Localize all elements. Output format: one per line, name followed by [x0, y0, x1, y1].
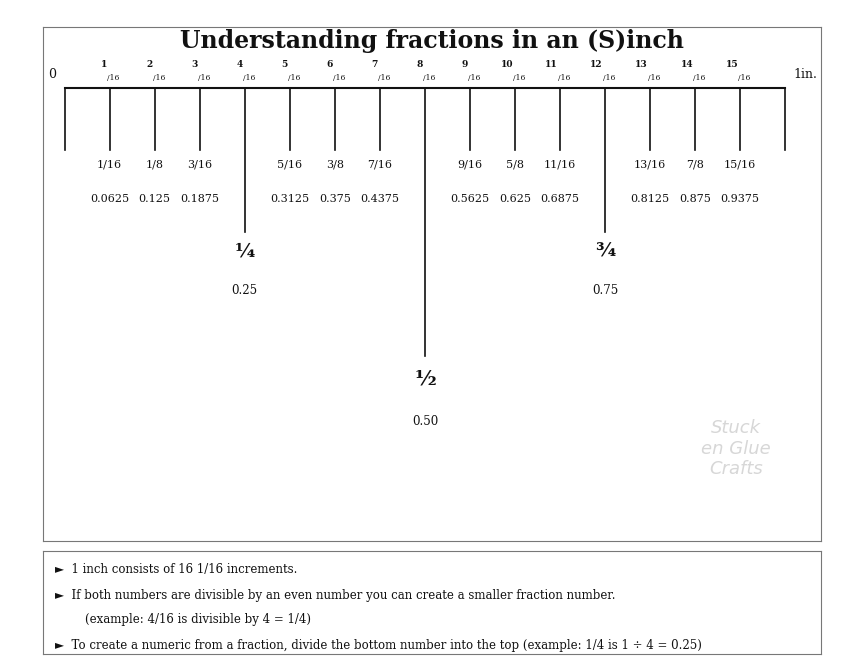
- Text: 4: 4: [237, 60, 243, 69]
- Text: 15/16: 15/16: [724, 159, 756, 169]
- Text: 13: 13: [636, 60, 648, 69]
- Text: Understanding fractions in an (S)inch: Understanding fractions in an (S)inch: [181, 29, 684, 53]
- Text: 11: 11: [545, 60, 558, 69]
- Text: ►  If both numbers are divisible by an even number you can create a smaller frac: ► If both numbers are divisible by an ev…: [55, 589, 615, 602]
- Text: 8: 8: [416, 60, 423, 69]
- Text: /16: /16: [198, 74, 210, 82]
- Text: /16: /16: [468, 74, 480, 82]
- Text: /16: /16: [738, 74, 751, 82]
- Text: 9: 9: [462, 60, 468, 69]
- Text: 1/8: 1/8: [145, 159, 163, 169]
- Text: 5: 5: [281, 60, 287, 69]
- Text: /16: /16: [603, 74, 615, 82]
- Text: 5/8: 5/8: [506, 159, 524, 169]
- Text: 0: 0: [48, 68, 56, 80]
- Text: /16: /16: [243, 74, 255, 82]
- Text: 7/16: 7/16: [367, 159, 392, 169]
- Text: 6: 6: [326, 60, 333, 69]
- Text: 0.625: 0.625: [499, 194, 531, 204]
- Text: 0.9375: 0.9375: [721, 194, 759, 204]
- Text: 7: 7: [372, 60, 378, 69]
- Text: Stuck
en Glue
Crafts: Stuck en Glue Crafts: [701, 419, 771, 478]
- Text: /16: /16: [558, 74, 570, 82]
- Text: 0.6875: 0.6875: [541, 194, 580, 204]
- Text: 12: 12: [590, 60, 603, 69]
- Text: 1in.: 1in.: [794, 68, 818, 80]
- Text: 11/16: 11/16: [544, 159, 576, 169]
- Text: 0.375: 0.375: [319, 194, 351, 204]
- Text: ¾: ¾: [595, 243, 615, 261]
- Text: (example: 4/16 is divisible by 4 = 1/4): (example: 4/16 is divisible by 4 = 1/4): [55, 613, 310, 625]
- Text: /16: /16: [108, 74, 120, 82]
- Text: /16: /16: [693, 74, 705, 82]
- Text: 0.4375: 0.4375: [360, 194, 399, 204]
- Text: ¼: ¼: [235, 243, 255, 261]
- Text: /16: /16: [423, 74, 435, 82]
- Text: 0.125: 0.125: [138, 194, 170, 204]
- Text: 15: 15: [726, 60, 738, 69]
- Text: 3: 3: [191, 60, 198, 69]
- Text: ½: ½: [414, 369, 436, 388]
- Text: 0.875: 0.875: [679, 194, 711, 204]
- Text: /16: /16: [648, 74, 660, 82]
- Text: 9/16: 9/16: [458, 159, 482, 169]
- Text: 0.5625: 0.5625: [451, 194, 489, 204]
- Text: 2: 2: [146, 60, 152, 69]
- Text: 0.8125: 0.8125: [630, 194, 670, 204]
- Text: /16: /16: [333, 74, 345, 82]
- Text: 3/16: 3/16: [187, 159, 212, 169]
- Text: 5/16: 5/16: [277, 159, 303, 169]
- Text: /16: /16: [152, 74, 165, 82]
- Text: 0.1875: 0.1875: [181, 194, 219, 204]
- Text: 1/16: 1/16: [97, 159, 122, 169]
- Text: /16: /16: [378, 74, 390, 82]
- Text: 0.3125: 0.3125: [270, 194, 310, 204]
- Text: ►  1 inch consists of 16 1/16 increments.: ► 1 inch consists of 16 1/16 increments.: [55, 563, 297, 576]
- Text: 0.50: 0.50: [412, 415, 438, 428]
- Text: 7/8: 7/8: [686, 159, 704, 169]
- Text: ►  To create a numeric from a fraction, divide the bottom number into the top (e: ► To create a numeric from a fraction, d…: [55, 639, 702, 652]
- Text: 0.75: 0.75: [592, 284, 618, 297]
- Text: 0.25: 0.25: [231, 284, 258, 297]
- Text: 10: 10: [501, 60, 513, 69]
- Text: 14: 14: [680, 60, 693, 69]
- Text: 1: 1: [101, 60, 108, 69]
- Text: 13/16: 13/16: [634, 159, 666, 169]
- Text: 0.0625: 0.0625: [90, 194, 129, 204]
- Text: /16: /16: [287, 74, 300, 82]
- Text: 3/8: 3/8: [326, 159, 344, 169]
- Text: /16: /16: [513, 74, 525, 82]
